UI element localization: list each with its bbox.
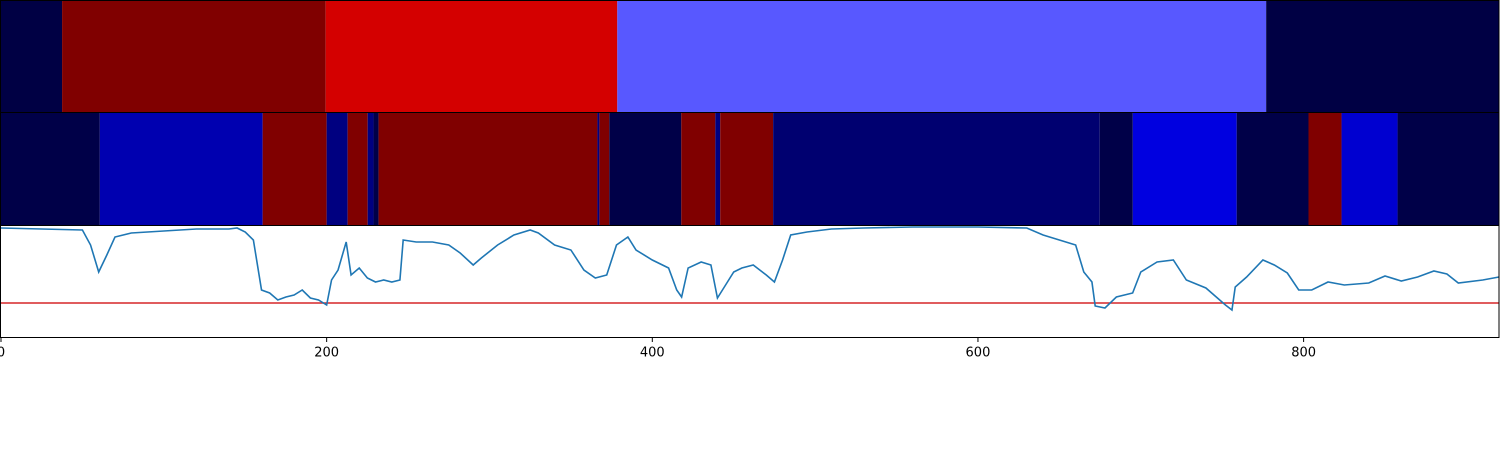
segment [1,1,63,112]
segment [1397,113,1499,225]
segment [773,113,1100,225]
segment [373,113,379,225]
segment [1,113,100,225]
panel-frame [0,225,1500,338]
segment [1099,113,1133,225]
segment [1308,113,1342,225]
segment [325,1,618,112]
segment [715,113,721,225]
segment [326,113,348,225]
segment [99,113,263,225]
segment [617,1,1267,112]
segment [62,1,326,112]
segment [1236,113,1309,225]
segment [1341,113,1398,225]
segment [609,113,682,225]
x-tick-label: 200 [314,346,339,361]
segment [347,113,368,225]
segment [367,113,374,225]
segment [1132,113,1237,225]
data-line [0,226,1500,312]
segment [262,113,327,225]
segment [599,113,610,225]
segment [378,113,598,225]
segment [681,113,716,225]
segment [720,113,774,225]
x-tick-label: 400 [640,346,665,361]
x-tick-label: 800 [1291,346,1316,361]
segment [1266,1,1499,112]
x-tick-label: 600 [966,346,991,361]
segment [597,113,600,225]
x-tick-label: 0 [0,346,5,361]
